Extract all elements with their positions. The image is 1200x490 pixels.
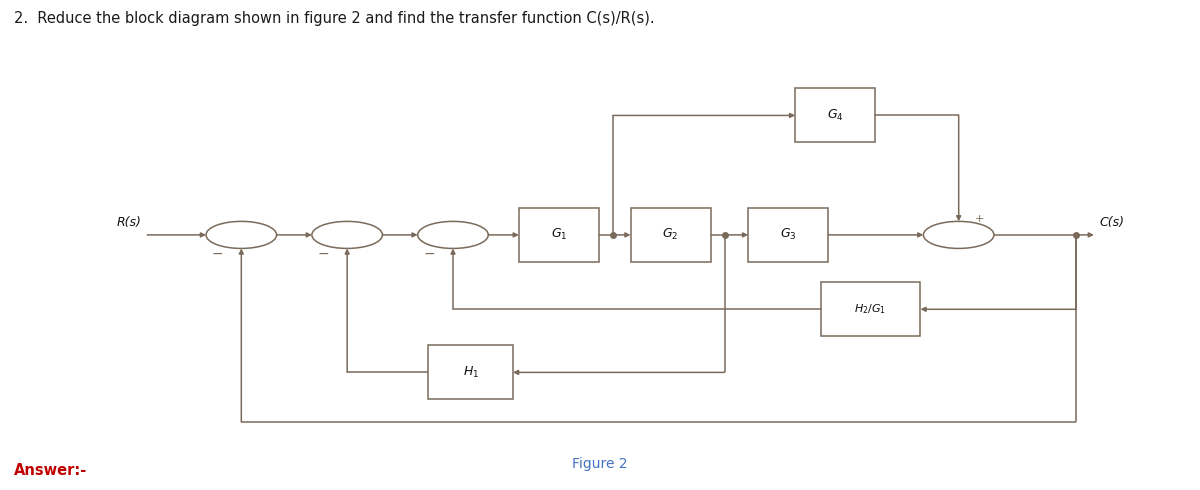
Text: $G_3$: $G_3$ (780, 227, 797, 243)
Text: $G_4$: $G_4$ (827, 108, 844, 123)
Text: Figure 2: Figure 2 (572, 457, 628, 471)
Text: $G_1$: $G_1$ (551, 227, 568, 243)
Text: −: − (424, 247, 436, 261)
Bar (630, 208, 710, 262)
Text: Answer:-: Answer:- (14, 463, 88, 478)
Text: −: − (212, 247, 223, 261)
Text: C(s): C(s) (1099, 216, 1124, 229)
Bar (821, 282, 920, 336)
Bar (748, 208, 828, 262)
Bar (428, 345, 512, 399)
Text: $H_1$: $H_1$ (462, 365, 479, 380)
Text: +: + (976, 214, 984, 224)
Text: $H_2/G_1$: $H_2/G_1$ (854, 302, 887, 316)
Text: R(s): R(s) (116, 216, 142, 229)
Text: −: − (318, 247, 330, 261)
Text: $G_2$: $G_2$ (662, 227, 679, 243)
Text: 2.  Reduce the block diagram shown in figure 2 and find the transfer function C(: 2. Reduce the block diagram shown in fig… (14, 11, 655, 26)
Bar (518, 208, 599, 262)
Bar (796, 88, 875, 143)
